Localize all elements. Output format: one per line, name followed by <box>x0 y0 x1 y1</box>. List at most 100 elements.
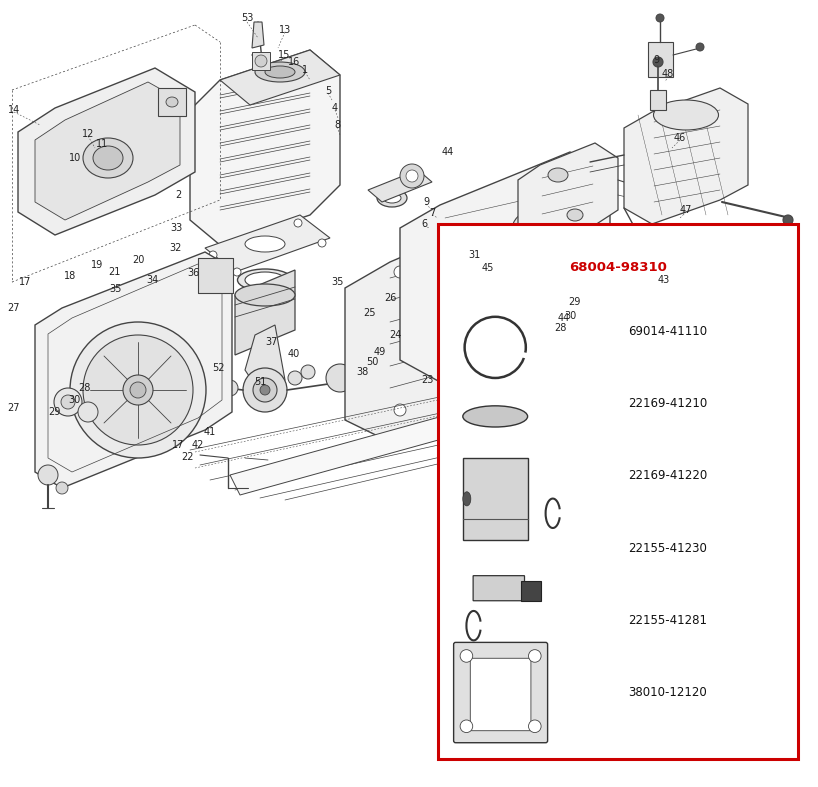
Circle shape <box>253 378 277 402</box>
Circle shape <box>260 385 270 395</box>
FancyBboxPatch shape <box>473 575 524 600</box>
Text: 52: 52 <box>212 363 224 373</box>
Ellipse shape <box>255 62 305 82</box>
Text: 15: 15 <box>278 50 290 60</box>
Text: 12: 12 <box>82 129 94 139</box>
Text: 48: 48 <box>662 69 674 79</box>
Text: 24: 24 <box>389 330 401 340</box>
Circle shape <box>222 380 238 396</box>
Circle shape <box>514 369 526 381</box>
Circle shape <box>54 388 82 416</box>
Text: 30: 30 <box>564 311 576 321</box>
Ellipse shape <box>83 138 133 178</box>
Text: 46: 46 <box>674 133 686 143</box>
Polygon shape <box>220 50 340 105</box>
Text: 37: 37 <box>266 337 278 347</box>
Ellipse shape <box>483 264 518 286</box>
Text: 41: 41 <box>204 427 216 437</box>
Text: 7: 7 <box>429 208 435 218</box>
Polygon shape <box>190 50 340 245</box>
Ellipse shape <box>377 189 407 207</box>
Polygon shape <box>624 88 748 224</box>
Polygon shape <box>230 335 745 495</box>
Text: 44: 44 <box>442 147 454 157</box>
Circle shape <box>460 720 473 733</box>
Circle shape <box>294 219 302 227</box>
Text: 22155-41281: 22155-41281 <box>628 614 708 626</box>
Polygon shape <box>35 82 180 220</box>
Ellipse shape <box>463 492 471 506</box>
Text: 8: 8 <box>334 120 340 130</box>
Text: 53: 53 <box>240 13 254 23</box>
Ellipse shape <box>441 314 479 336</box>
Ellipse shape <box>252 53 264 57</box>
Text: 22169-41210: 22169-41210 <box>628 397 708 410</box>
Text: 31: 31 <box>468 250 480 260</box>
Text: 28: 28 <box>554 323 566 333</box>
Text: 38: 38 <box>356 367 368 377</box>
Polygon shape <box>245 325 285 395</box>
Text: 19: 19 <box>91 260 103 270</box>
Text: 42: 42 <box>191 440 204 450</box>
Text: 33: 33 <box>170 223 182 233</box>
Text: 69014-41110: 69014-41110 <box>628 325 708 338</box>
Polygon shape <box>18 68 195 235</box>
Text: 13: 13 <box>279 25 291 35</box>
Circle shape <box>528 649 542 662</box>
Circle shape <box>571 316 579 324</box>
Circle shape <box>243 368 287 412</box>
Ellipse shape <box>265 66 295 78</box>
Circle shape <box>514 229 526 241</box>
Circle shape <box>498 292 518 312</box>
Circle shape <box>394 266 406 278</box>
Circle shape <box>696 43 704 51</box>
Ellipse shape <box>383 193 401 203</box>
Ellipse shape <box>473 257 528 293</box>
Text: 14: 14 <box>8 105 20 115</box>
Text: 30: 30 <box>68 395 80 405</box>
Ellipse shape <box>567 209 583 221</box>
Bar <box>463 457 528 540</box>
Polygon shape <box>518 143 618 248</box>
Circle shape <box>394 404 406 416</box>
Ellipse shape <box>93 146 123 170</box>
Circle shape <box>559 339 571 351</box>
Circle shape <box>38 465 58 485</box>
Circle shape <box>83 335 193 445</box>
Ellipse shape <box>245 236 285 252</box>
Circle shape <box>149 376 161 388</box>
Circle shape <box>653 57 663 67</box>
Polygon shape <box>35 252 232 488</box>
Polygon shape <box>205 215 330 272</box>
Circle shape <box>400 164 424 188</box>
Circle shape <box>56 482 68 494</box>
Circle shape <box>209 251 217 259</box>
Text: 22155-41230: 22155-41230 <box>628 541 708 555</box>
Circle shape <box>384 365 400 381</box>
Text: 51: 51 <box>254 377 266 387</box>
Text: 2: 2 <box>175 190 181 200</box>
Circle shape <box>656 224 664 232</box>
Circle shape <box>61 395 75 409</box>
Circle shape <box>78 402 98 422</box>
Text: 43: 43 <box>658 275 670 285</box>
Text: 36: 36 <box>187 268 199 278</box>
Circle shape <box>158 370 182 394</box>
Text: 10: 10 <box>69 153 81 163</box>
Text: 34: 34 <box>146 275 158 285</box>
FancyBboxPatch shape <box>454 642 547 743</box>
Circle shape <box>516 296 544 324</box>
Circle shape <box>586 298 594 306</box>
Text: 6: 6 <box>421 219 427 229</box>
Text: 45: 45 <box>482 263 494 273</box>
Bar <box>521 581 542 600</box>
Circle shape <box>347 369 363 385</box>
Circle shape <box>70 322 206 458</box>
Text: 29: 29 <box>568 297 580 307</box>
Text: 35: 35 <box>332 277 344 287</box>
Circle shape <box>288 371 302 385</box>
Ellipse shape <box>237 269 293 291</box>
Ellipse shape <box>235 284 295 306</box>
Text: 16: 16 <box>288 57 300 67</box>
Bar <box>650 90 666 110</box>
